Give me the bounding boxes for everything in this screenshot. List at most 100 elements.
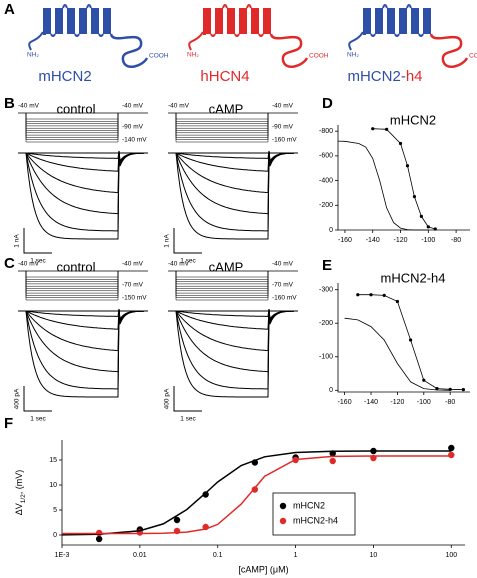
fit-line [62, 455, 452, 535]
current-trace [168, 308, 294, 373]
voltage-step [25, 113, 119, 138]
channel-name: hHCN4 [200, 68, 249, 85]
axes [337, 125, 470, 231]
channel-name-part: mHCN2 [38, 68, 91, 85]
data-point [356, 293, 360, 297]
x-tick-label: -160 [338, 237, 352, 244]
helix [239, 8, 247, 34]
y-tick-label: -300 [319, 287, 333, 294]
loop [418, 33, 424, 37]
helix [79, 8, 87, 34]
scale-bar [173, 228, 202, 254]
loop [394, 33, 400, 37]
data-point [412, 195, 417, 199]
x-tick-label: -140 [366, 237, 380, 244]
fit-line [372, 128, 436, 230]
step-label: -160 mV [272, 137, 297, 144]
voltage-step [25, 113, 119, 140]
data-point [173, 516, 181, 524]
time-scale: 1 sec [180, 416, 196, 423]
y-label-sub: 1/2 [20, 494, 27, 503]
data-point [202, 491, 209, 498]
helix [43, 8, 51, 34]
x-tick-label: 1 [294, 552, 298, 559]
x-tick-label: -80 [451, 237, 461, 244]
data-point [419, 214, 423, 219]
voltage-step [25, 271, 119, 301]
helix [91, 8, 99, 34]
fit-line [344, 317, 451, 391]
step-label: -70 mV [122, 282, 144, 289]
recording: -40 mV control -40 mV -90 mV -140 mV 1 nA 1 se… [14, 101, 148, 265]
legend-label: mHCN2 [293, 500, 325, 510]
y-tick-label: 5 [53, 507, 57, 514]
current-trace [18, 308, 144, 373]
voltage-step [175, 271, 269, 298]
helix [55, 8, 63, 34]
cooh-label: COOH [309, 53, 329, 60]
time-scale: 1 sec [180, 258, 196, 265]
x-axis-label: [cAMP] (μM) [238, 564, 288, 574]
holding-label: -40 mV [168, 103, 190, 110]
voltage-step [25, 113, 119, 143]
data-point [435, 387, 439, 391]
helix [411, 8, 419, 34]
x-tick-label: -100 [417, 399, 431, 406]
current-scale: 1 nA [14, 234, 21, 248]
helix [263, 8, 271, 34]
voltage-step [175, 271, 269, 296]
loop [74, 33, 80, 37]
legend-box [272, 492, 356, 536]
panel-label: E [322, 257, 332, 274]
c-terminus [109, 33, 149, 68]
voltage-step [175, 113, 269, 140]
return-label: -40 mV [272, 261, 294, 268]
loop [406, 4, 412, 9]
x-tick-label: 1E-3 [55, 552, 70, 559]
data-point [448, 451, 455, 459]
y-label-main: ΔV [14, 503, 24, 515]
data-point [369, 293, 373, 297]
return-label: -40 mV [122, 103, 144, 110]
return-label: -40 mV [272, 103, 294, 110]
y-tick-label: 0 [329, 387, 333, 394]
x-tick-label: 0.1 [213, 552, 223, 559]
current-trace [168, 150, 294, 232]
voltage-step [25, 271, 119, 296]
voltage-step [25, 271, 119, 298]
data-point [395, 299, 399, 304]
recording: -40 mV cAMP -40 mV -70 mV -160 mV 400 pA 1 sec [164, 259, 298, 423]
voltage-step [175, 271, 269, 301]
step-label: -140 mV [122, 137, 147, 144]
data-point [409, 338, 413, 342]
data-point [95, 535, 103, 543]
condition-label: cAMP [209, 259, 244, 274]
holding-label: -40 mV [18, 103, 40, 110]
cooh-label: COOH [469, 53, 477, 60]
step-label: -90 mV [272, 124, 294, 131]
current-scale: 400 pA [164, 388, 171, 409]
x-tick-label: -100 [421, 237, 435, 244]
n-terminus [348, 31, 364, 51]
data-point [433, 227, 437, 231]
data-point [385, 127, 389, 131]
helix [103, 8, 111, 34]
nh2-label: NH₂ [347, 52, 359, 59]
helix [227, 8, 235, 34]
loop [370, 33, 376, 37]
loop [62, 4, 68, 9]
loop [50, 33, 56, 37]
loop [382, 4, 388, 9]
panel-label: F [4, 415, 13, 432]
data-point [461, 388, 465, 392]
fit-line [337, 140, 429, 231]
step-label: -70 mV [272, 282, 294, 289]
panel-label: A [4, 1, 15, 18]
return-label: -40 mV [122, 261, 144, 268]
step-label: -150 mV [122, 295, 147, 302]
time-scale: 1 sec [30, 416, 46, 423]
current-trace [18, 150, 144, 232]
condition-label: control [56, 259, 95, 274]
helix [251, 8, 259, 34]
